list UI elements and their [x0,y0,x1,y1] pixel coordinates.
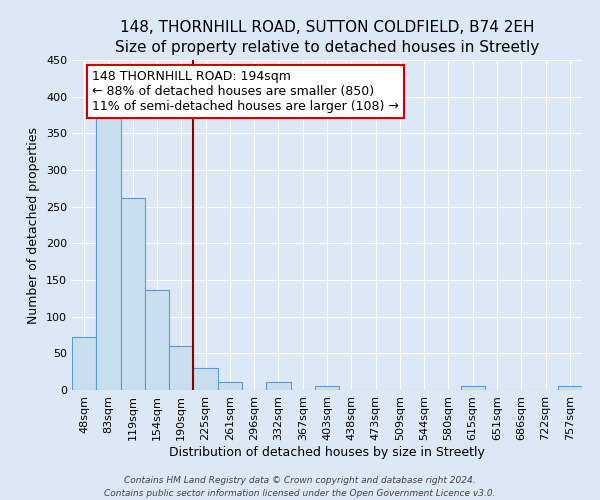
Bar [315,386,339,390]
Bar [193,368,218,390]
Bar [145,290,169,390]
Bar [266,382,290,390]
Title: 148, THORNHILL ROAD, SUTTON COLDFIELD, B74 2EH
Size of property relative to deta: 148, THORNHILL ROAD, SUTTON COLDFIELD, B… [115,20,539,54]
Bar [558,386,582,390]
Text: 148 THORNHILL ROAD: 194sqm
← 88% of detached houses are smaller (850)
11% of sem: 148 THORNHILL ROAD: 194sqm ← 88% of deta… [92,70,399,113]
Bar [218,382,242,390]
Bar [121,198,145,390]
Y-axis label: Number of detached properties: Number of detached properties [28,126,40,324]
X-axis label: Distribution of detached houses by size in Streetly: Distribution of detached houses by size … [169,446,485,458]
Bar [96,113,121,390]
Bar [72,337,96,390]
Bar [169,346,193,390]
Bar [461,386,485,390]
Text: Contains HM Land Registry data © Crown copyright and database right 2024.
Contai: Contains HM Land Registry data © Crown c… [104,476,496,498]
